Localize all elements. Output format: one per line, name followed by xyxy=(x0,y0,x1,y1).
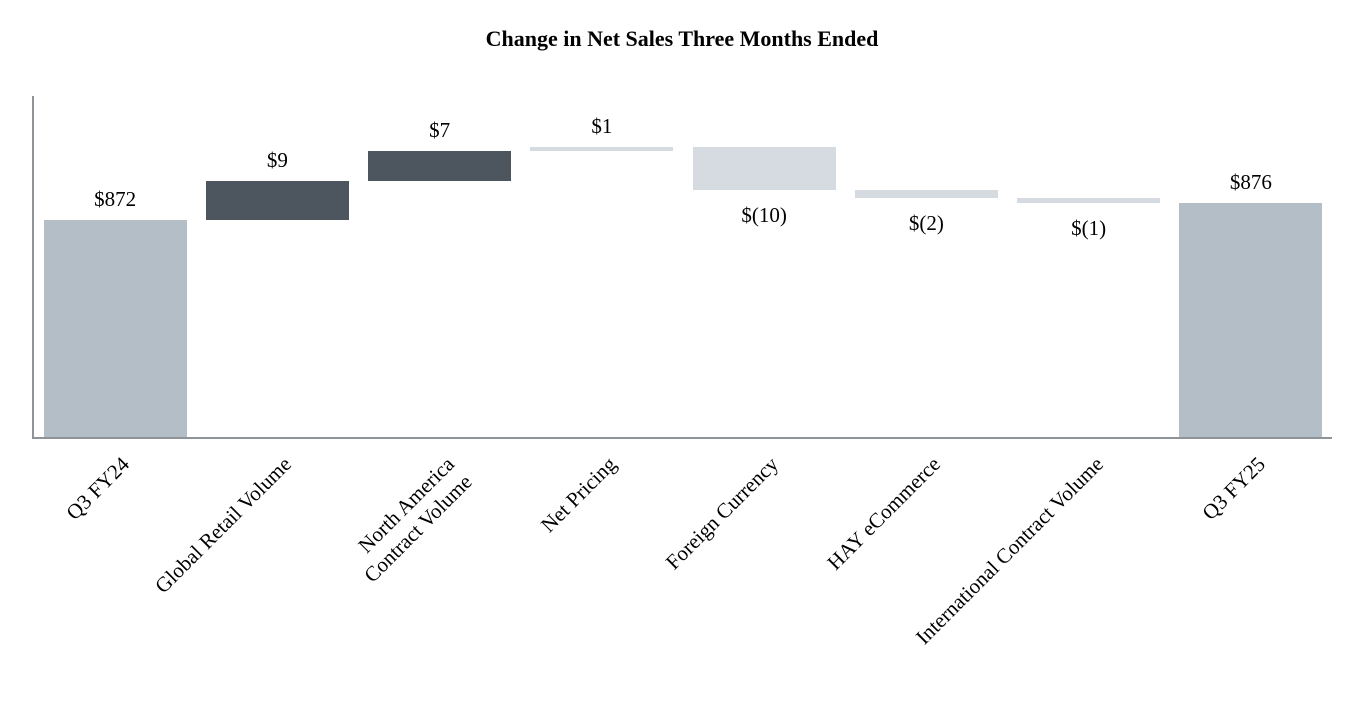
value-label-international-contract-volume: $(1) xyxy=(1071,215,1107,240)
bar-foreign-currency xyxy=(692,147,836,190)
value-label-global-retail-volume: $9 xyxy=(266,148,288,173)
bar-q3-fy25 xyxy=(1179,202,1323,437)
value-label-foreign-currency: $(10) xyxy=(741,202,787,227)
value-label-q3-fy24: $872 xyxy=(94,186,137,211)
bar-q3-fy24 xyxy=(43,219,187,437)
value-label-north-america-contract-volume: $7 xyxy=(429,118,451,143)
bar-hay-ecommerce xyxy=(854,189,998,199)
value-label-net-pricing: $1 xyxy=(591,114,613,139)
bar-global-retail-volume xyxy=(205,181,349,220)
bar-net-pricing xyxy=(530,147,674,152)
chart-title: Change in Net Sales Three Months Ended xyxy=(485,26,879,51)
x-axis-line xyxy=(32,437,1332,439)
plot-area: $872 Q3 FY24 $9 Global Retail Volume $7 North… xyxy=(32,96,1332,649)
bar-international-contract-volume xyxy=(1017,198,1161,203)
y-axis-line xyxy=(32,96,34,439)
value-label-hay-ecommerce: $(2) xyxy=(908,211,944,236)
bar-north-america-contract-volume xyxy=(368,151,512,182)
value-label-q3-fy25: $876 xyxy=(1229,169,1272,194)
